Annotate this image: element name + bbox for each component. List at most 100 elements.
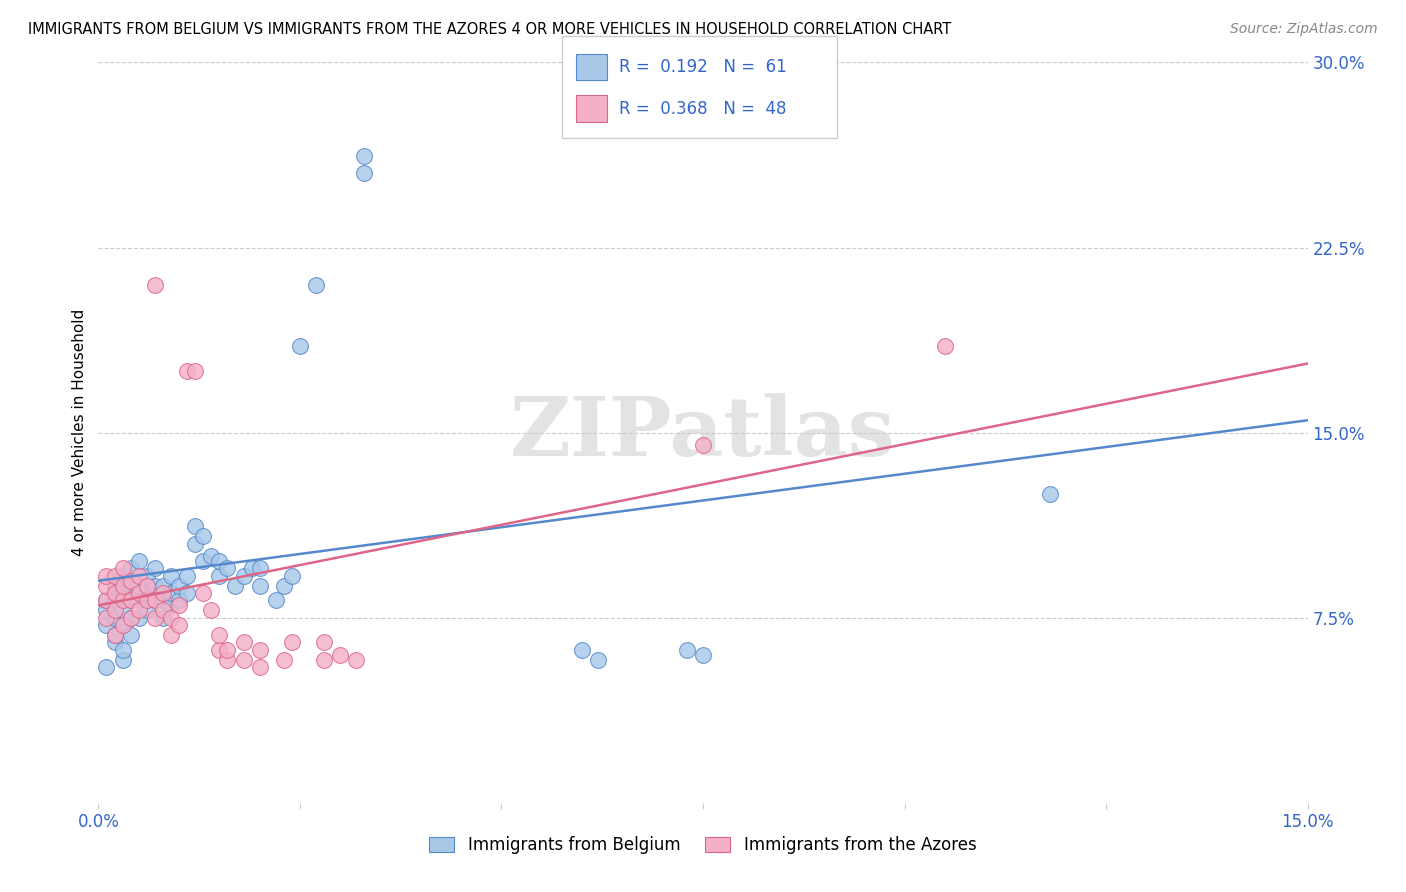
Point	[111, 568, 134, 582]
Point	[143, 277, 166, 292]
Text: IMMIGRANTS FROM BELGIUM VS IMMIGRANTS FROM THE AZORES 4 OR MORE VEHICLES IN HOUS: IMMIGRANTS FROM BELGIUM VS IMMIGRANTS FR…	[28, 22, 952, 37]
Point	[217, 653, 239, 667]
Point	[353, 166, 375, 180]
Point	[120, 610, 142, 624]
Point	[111, 579, 134, 593]
Point	[96, 568, 118, 582]
Point	[160, 599, 183, 613]
Point	[176, 586, 198, 600]
Point	[344, 653, 367, 667]
Point	[167, 579, 190, 593]
Point	[692, 648, 714, 662]
Point	[160, 610, 183, 624]
Point	[143, 593, 166, 607]
Point	[249, 642, 271, 657]
Point	[571, 642, 593, 657]
Point	[152, 603, 174, 617]
Point	[111, 618, 134, 632]
Point	[314, 653, 336, 667]
Point	[135, 568, 157, 582]
Point	[273, 579, 295, 593]
Point	[160, 628, 183, 642]
Point	[676, 642, 699, 657]
Point	[692, 438, 714, 452]
Point	[135, 593, 157, 607]
Point	[152, 593, 174, 607]
Point	[329, 648, 352, 662]
Point	[103, 603, 125, 617]
Point	[120, 561, 142, 575]
Point	[193, 529, 215, 543]
Point	[176, 364, 198, 378]
Point	[128, 568, 150, 582]
Point	[208, 554, 231, 568]
Point	[128, 579, 150, 593]
Point	[176, 568, 198, 582]
Point	[184, 536, 207, 550]
Point	[249, 660, 271, 674]
Point	[184, 519, 207, 533]
Point	[103, 610, 125, 624]
Point	[160, 568, 183, 582]
Point	[167, 618, 190, 632]
Point	[111, 593, 134, 607]
Point	[120, 579, 142, 593]
Point	[111, 561, 134, 575]
Text: R =  0.192   N =  61: R = 0.192 N = 61	[619, 58, 786, 76]
Point	[111, 603, 134, 617]
Point	[111, 642, 134, 657]
Point	[96, 660, 118, 674]
Point	[934, 339, 956, 353]
Point	[143, 610, 166, 624]
Point	[281, 568, 304, 582]
Text: Source: ZipAtlas.com: Source: ZipAtlas.com	[1230, 22, 1378, 37]
Point	[160, 586, 183, 600]
Text: ZIPatlas: ZIPatlas	[510, 392, 896, 473]
Point	[353, 149, 375, 163]
Point	[224, 579, 246, 593]
Point	[281, 635, 304, 649]
Point	[249, 579, 271, 593]
Point	[103, 568, 125, 582]
Point	[143, 579, 166, 593]
Text: R =  0.368   N =  48: R = 0.368 N = 48	[619, 100, 786, 118]
Point	[305, 277, 328, 292]
Point	[120, 628, 142, 642]
Point	[167, 593, 190, 607]
Point	[208, 568, 231, 582]
Point	[135, 586, 157, 600]
Point	[96, 610, 118, 624]
Legend: Immigrants from Belgium, Immigrants from the Azores: Immigrants from Belgium, Immigrants from…	[423, 830, 983, 861]
Point	[264, 593, 287, 607]
Y-axis label: 4 or more Vehicles in Household: 4 or more Vehicles in Household	[72, 309, 87, 557]
Point	[586, 653, 609, 667]
Point	[288, 339, 311, 353]
Point	[111, 618, 134, 632]
Point	[128, 603, 150, 617]
Point	[193, 586, 215, 600]
Point	[200, 603, 222, 617]
Point	[135, 603, 157, 617]
Point	[103, 628, 125, 642]
Point	[96, 603, 118, 617]
Point	[232, 635, 254, 649]
Point	[128, 610, 150, 624]
Point	[152, 586, 174, 600]
Point	[103, 579, 125, 593]
Point	[217, 561, 239, 575]
Point	[152, 610, 174, 624]
Point	[135, 579, 157, 593]
Point	[96, 593, 118, 607]
Point	[200, 549, 222, 563]
Point	[208, 642, 231, 657]
Point	[103, 593, 125, 607]
Point	[314, 635, 336, 649]
Point	[111, 653, 134, 667]
Point	[240, 561, 263, 575]
Point	[120, 593, 142, 607]
Point	[96, 618, 118, 632]
Point	[103, 635, 125, 649]
Point	[120, 574, 142, 588]
Point	[167, 599, 190, 613]
Point	[232, 653, 254, 667]
